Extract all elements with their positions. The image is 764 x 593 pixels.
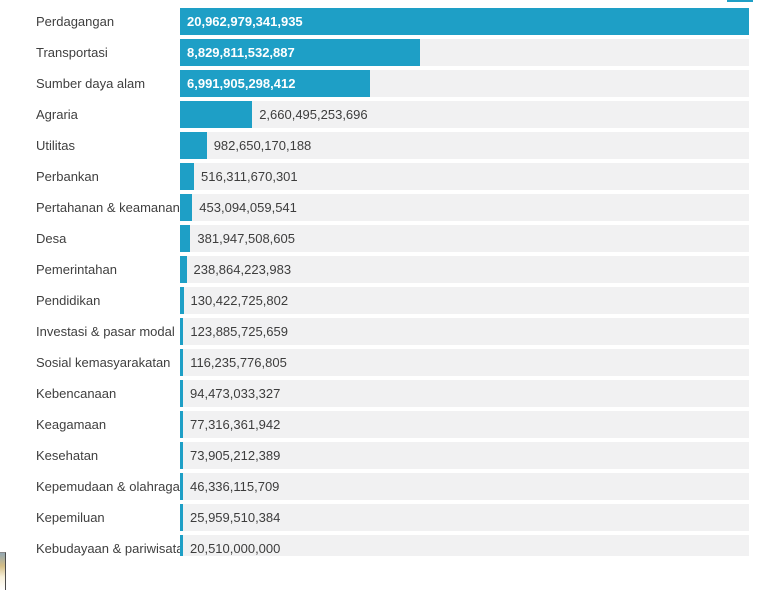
chart-row: Investasi & pasar modal 123,885,725,659 (0, 318, 764, 345)
bar-track: 116,235,776,805 (180, 349, 749, 376)
value-label: 46,336,115,709 (190, 479, 280, 494)
chart-row: Perdagangan 20,962,979,341,935 (0, 8, 764, 35)
bar[interactable] (180, 287, 184, 314)
category-label: Kepemiluan (36, 510, 105, 525)
bar-track: 46,336,115,709 (180, 473, 749, 500)
category-label: Kebencanaan (36, 386, 117, 401)
value-label: 123,885,725,659 (190, 324, 288, 339)
value-label: 453,094,059,541 (199, 200, 297, 215)
category-label: Transportasi (36, 45, 108, 60)
value-label: 25,959,510,384 (190, 510, 281, 525)
bar-track: 77,316,361,942 (180, 411, 749, 438)
clipped-element-top-right-fragment (727, 0, 753, 2)
bar[interactable]: 8,829,811,532,887 (180, 39, 420, 66)
bar-track: 25,959,510,384 (180, 504, 749, 531)
bar[interactable] (180, 225, 191, 252)
bar-track: 20,962,979,341,935 (180, 8, 749, 35)
value-label: 982,650,170,188 (213, 138, 312, 153)
bar-track: 516,311,670,301 (180, 163, 749, 190)
category-label: Sosial kemasyarakatan (36, 355, 171, 370)
chart-row: Kesehatan 73,905,212,389 (0, 442, 764, 469)
bar[interactable] (180, 504, 183, 531)
chart-row: Kebencanaan 94,473,033,327 (0, 380, 764, 407)
value-label: 381,947,508,605 (197, 231, 295, 246)
value-label: 20,962,979,341,935 (187, 14, 303, 29)
bar[interactable] (180, 411, 183, 438)
category-label: Perdagangan (36, 14, 115, 29)
chart-row: Perbankan 516,311,670,301 (0, 163, 764, 190)
value-label: 73,905,212,389 (190, 448, 281, 463)
chart-row: Agraria 2,660,495,253,696 (0, 101, 764, 128)
chart-row: Pendidikan 130,422,725,802 (0, 287, 764, 314)
bar-track: 123,885,725,659 (180, 318, 749, 345)
category-label: Sumber daya alam (36, 76, 146, 91)
chart-row: Desa 381,947,508,605 (0, 225, 764, 252)
bar[interactable] (180, 442, 183, 469)
value-label: 77,316,361,942 (190, 417, 281, 432)
bar-track: 94,473,033,327 (180, 380, 749, 407)
bar-track: 73,905,212,389 (180, 442, 749, 469)
bar-track: 8,829,811,532,887 (180, 39, 749, 66)
bar[interactable]: 6,991,905,298,412 (180, 70, 370, 97)
chart-row: Transportasi 8,829,811,532,887 (0, 39, 764, 66)
bar-track: 20,510,000,000 (180, 535, 749, 556)
category-label: Kesehatan (36, 448, 99, 463)
chart-row: Sosial kemasyarakatan 116,235,776,805 (0, 349, 764, 376)
category-label: Pemerintahan (36, 262, 117, 277)
chart-row: Pemerintahan 238,864,223,983 (0, 256, 764, 283)
value-label: 2,660,495,253,696 (259, 107, 368, 122)
category-label: Kepemudaan & olahraga (36, 479, 180, 494)
bar[interactable] (180, 535, 183, 556)
bar[interactable] (180, 349, 184, 376)
value-label: 116,235,776,805 (190, 355, 287, 370)
value-label: 130,422,725,802 (190, 293, 289, 308)
bar-track: 238,864,223,983 (180, 256, 749, 283)
value-label: 6,991,905,298,412 (187, 76, 296, 91)
bar[interactable] (180, 194, 193, 221)
bar[interactable] (180, 380, 183, 407)
bar[interactable] (180, 163, 194, 190)
bar-track: 453,094,059,541 (180, 194, 749, 221)
chart-row: Kepemudaan & olahraga 46,336,115,709 (0, 473, 764, 500)
category-label: Utilitas (36, 138, 76, 153)
bar[interactable] (180, 132, 207, 159)
category-label: Agraria (36, 107, 78, 122)
bar-track: 381,947,508,605 (180, 225, 749, 252)
category-label: Pertahanan & keamanan (36, 200, 180, 215)
value-label: 94,473,033,327 (190, 386, 281, 401)
clipped-tooltip-bottom-left-fragment (0, 552, 6, 590)
value-label: 516,311,670,301 (201, 169, 298, 184)
bar[interactable] (180, 473, 183, 500)
bar[interactable] (180, 318, 184, 345)
chart-row: Utilitas 982,650,170,188 (0, 132, 764, 159)
category-label: Perbankan (36, 169, 99, 184)
value-label: 238,864,223,983 (193, 262, 292, 277)
value-label: 20,510,000,000 (190, 541, 281, 556)
bar-track: 982,650,170,188 (180, 132, 749, 159)
bar-chart: Perdagangan 20,962,979,341,935 Transportas… (0, 8, 764, 556)
value-label: 8,829,811,532,887 (187, 45, 295, 60)
bar-track: 130,422,725,802 (180, 287, 749, 314)
category-label: Kebudayaan & pariwisata (36, 541, 184, 556)
bar[interactable] (180, 101, 253, 128)
bar-track: 2,660,495,253,696 (180, 101, 749, 128)
chart-row: Sumber daya alam 6,991,905,298,412 (0, 70, 764, 97)
chart-row: Kepemiluan 25,959,510,384 (0, 504, 764, 531)
category-label: Pendidikan (36, 293, 101, 308)
category-label: Investasi & pasar modal (36, 324, 175, 339)
bar[interactable]: 20,962,979,341,935 (180, 8, 749, 35)
category-label: Desa (36, 231, 67, 246)
category-label: Keagamaan (36, 417, 107, 432)
bar-track: 6,991,905,298,412 (180, 70, 749, 97)
chart-row: Keagamaan 77,316,361,942 (0, 411, 764, 438)
bar[interactable] (180, 256, 187, 283)
chart-row: Pertahanan & keamanan 453,094,059,541 (0, 194, 764, 221)
chart-row: Kebudayaan & pariwisata 20,510,000,000 (0, 535, 764, 556)
